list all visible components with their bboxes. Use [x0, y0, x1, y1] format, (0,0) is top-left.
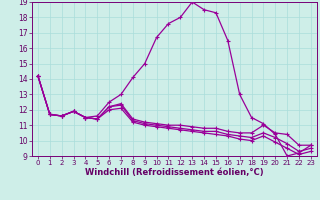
X-axis label: Windchill (Refroidissement éolien,°C): Windchill (Refroidissement éolien,°C): [85, 168, 264, 177]
